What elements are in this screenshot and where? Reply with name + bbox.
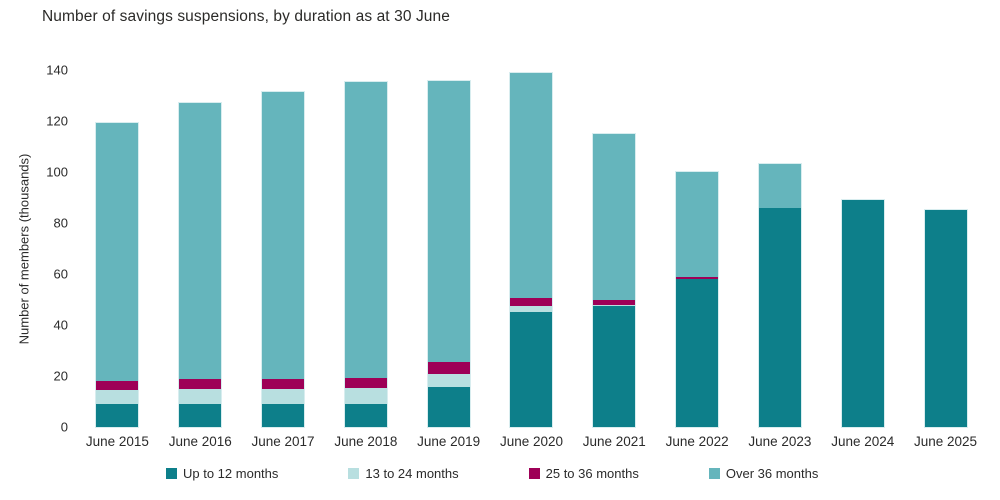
bar-segment-over-36-months — [344, 81, 387, 379]
legend-swatch-icon — [708, 468, 720, 479]
y-axis-ticks: 0 20 40 60 80 100 120 140 — [0, 63, 68, 435]
x-tick-label: June 2022 — [665, 434, 729, 449]
y-tick-label: 0 — [60, 419, 68, 435]
bar-slot — [739, 70, 822, 428]
x-tick-label: June 2018 — [334, 434, 398, 449]
bar-segment-up-to-12-months — [676, 279, 719, 427]
bar-segment-up-to-12-months — [179, 404, 222, 427]
bar-slot — [821, 70, 904, 428]
bar-segment-over-36-months — [179, 102, 222, 380]
bar-segment-25-to-36-months — [676, 276, 719, 280]
legend-label: Up to 12 months — [183, 466, 279, 481]
bar-segment-up-to-12-months — [924, 210, 967, 427]
bar-segment-13-to-24-months — [427, 373, 470, 388]
x-tick-label: June 2020 — [499, 434, 563, 449]
x-tick-label: June 2019 — [417, 434, 481, 449]
bar-segment-up-to-12-months — [344, 403, 387, 427]
bar-slot — [490, 70, 573, 428]
bar-slot — [656, 70, 739, 428]
y-tick-label: 60 — [53, 266, 68, 282]
y-tick-label: 40 — [53, 317, 68, 333]
bar-segment-13-to-24-months — [344, 388, 387, 404]
bar-segment-up-to-12-months — [510, 312, 553, 427]
bar-june-2015 — [95, 122, 140, 428]
bar-segment-25-to-36-months — [510, 297, 553, 306]
bar-june-2025 — [923, 209, 968, 428]
x-tick-label: June 2025 — [914, 434, 978, 449]
chart-title: Number of savings suspensions, by durati… — [42, 8, 450, 25]
legend-label: Over 36 months — [725, 466, 819, 481]
legend-swatch-icon — [528, 468, 540, 479]
bar-segment-over-36-months — [262, 92, 305, 380]
x-tick-label: June 2023 — [748, 434, 812, 449]
bar-segment-up-to-12-months — [593, 305, 636, 427]
x-tick-label: June 2017 — [251, 434, 315, 449]
x-tick-label: June 2021 — [582, 434, 646, 449]
bar-june-2017 — [261, 91, 306, 428]
bar-segment-up-to-12-months — [758, 207, 801, 427]
bar-segment-13-to-24-months — [96, 390, 139, 405]
bar-segment-25-to-36-months — [262, 379, 305, 389]
bar-segment-25-to-36-months — [179, 379, 222, 389]
bar-segment-over-36-months — [96, 123, 139, 381]
legend-swatch-icon — [348, 468, 360, 479]
y-tick-label: 20 — [53, 368, 68, 384]
bar-june-2023 — [757, 163, 802, 428]
bar-segment-over-36-months — [758, 164, 801, 208]
bar-segment-13-to-24-months — [262, 388, 305, 405]
bar-slot — [573, 70, 656, 429]
legend-label: 25 to 36 months — [545, 466, 639, 481]
legend-item-25-to-36-months: 25 to 36 months — [528, 466, 639, 481]
bar-segment-over-36-months — [427, 81, 470, 363]
bar-segment-over-36-months — [510, 73, 553, 298]
legend: Up to 12 months 13 to 24 months 25 to 36 m… — [166, 466, 818, 481]
y-tick-label: 80 — [53, 215, 68, 231]
bar-slot — [407, 70, 490, 428]
x-tick-label: June 2015 — [85, 434, 149, 449]
bar-segment-13-to-24-months — [593, 304, 636, 306]
bar-segment-13-to-24-months — [510, 305, 553, 313]
legend-item-over-36-months: Over 36 months — [708, 466, 819, 481]
y-tick-label: 120 — [46, 113, 68, 129]
x-tick-label: June 2024 — [831, 434, 895, 449]
legend-item-up-to-12-months: Up to 12 months — [166, 466, 278, 481]
x-tick-label: June 2016 — [168, 434, 232, 449]
bar-slot — [76, 70, 159, 428]
bar-segment-25-to-36-months — [593, 299, 636, 305]
bar-segment-25-to-36-months — [96, 380, 139, 391]
bar-june-2022 — [675, 171, 720, 428]
bar-segment-up-to-12-months — [841, 200, 884, 427]
bar-june-2016 — [178, 101, 223, 429]
y-tick-label: 140 — [46, 62, 68, 78]
bar-june-2020 — [509, 72, 554, 428]
bar-june-2024 — [840, 199, 885, 428]
bar-segment-over-36-months — [593, 133, 636, 300]
bar-slot — [242, 70, 325, 428]
bar-segment-13-to-24-months — [179, 388, 222, 405]
legend-label: 13 to 24 months — [365, 466, 459, 481]
bar-segment-over-36-months — [676, 172, 719, 277]
x-axis-labels: June 2015 June 2016 June 2017 June 2018 June… — [76, 434, 987, 449]
bar-segment-25-to-36-months — [344, 378, 387, 389]
legend-swatch-icon — [166, 468, 177, 479]
bar-june-2019 — [426, 80, 471, 428]
bar-segment-up-to-12-months — [262, 404, 305, 427]
plot-area — [76, 70, 987, 429]
bar-june-2018 — [343, 80, 388, 428]
bar-slot — [324, 70, 407, 428]
bar-segment-up-to-12-months — [96, 404, 139, 427]
legend-item-13-to-24-months: 13 to 24 months — [348, 466, 459, 481]
bar-slot — [904, 70, 987, 428]
bar-june-2021 — [592, 132, 637, 429]
bar-slot — [159, 70, 242, 429]
bar-segment-up-to-12-months — [427, 387, 470, 427]
bar-segment-25-to-36-months — [427, 362, 470, 374]
y-tick-label: 100 — [46, 164, 68, 180]
